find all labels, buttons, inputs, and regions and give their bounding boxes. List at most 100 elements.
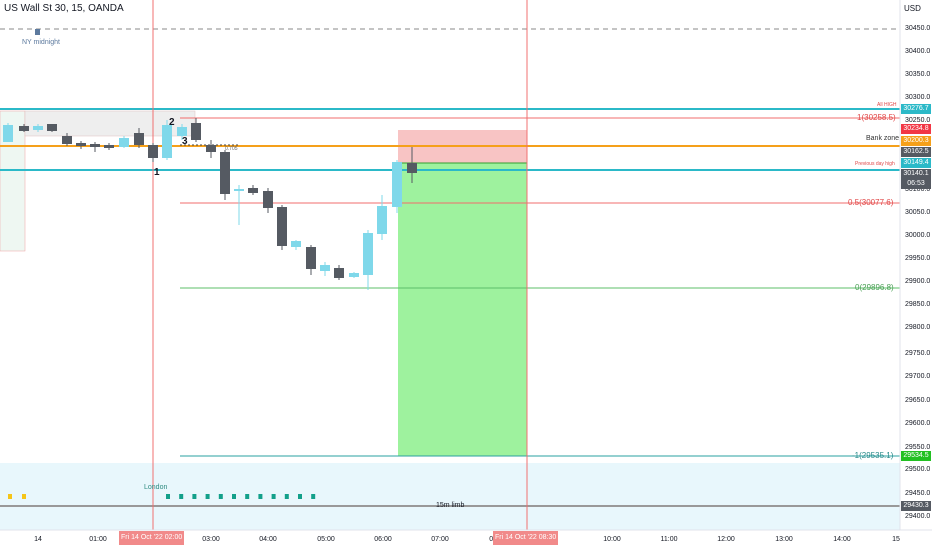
swing-point-3: 3 xyxy=(182,136,188,147)
currency-label: USD xyxy=(904,4,921,13)
london-session-marker xyxy=(284,494,289,499)
london-session-marker xyxy=(245,494,250,499)
candle-body xyxy=(263,191,273,208)
candle-body xyxy=(47,124,57,131)
candle-body xyxy=(90,144,100,147)
ath-price-badge: 30276.7 xyxy=(901,104,931,114)
price-tick: 30350.0 xyxy=(905,71,931,78)
time-tick: 14:00 xyxy=(833,536,851,543)
countdown-badge: 06:53 xyxy=(901,179,931,189)
fib-neg1-price-badge: 29534.5 xyxy=(901,451,931,461)
asia-session-marker xyxy=(8,494,12,499)
time-tick: 13:00 xyxy=(775,536,793,543)
price-tick: 29750.0 xyxy=(905,350,931,357)
ny-midnight-marker xyxy=(35,29,40,35)
candle-body xyxy=(220,152,230,194)
price-tick: 29600.0 xyxy=(905,420,931,427)
candle-body xyxy=(19,126,29,131)
london-session-marker xyxy=(205,494,210,499)
time-tick: 03:00 xyxy=(202,536,220,543)
time-tick: 06:00 xyxy=(374,536,392,543)
session-markers xyxy=(8,494,316,499)
price-tick: 29800.0 xyxy=(905,324,931,331)
time-tick: 11:00 xyxy=(660,536,678,543)
london-session-marker xyxy=(232,494,236,499)
candles xyxy=(3,118,417,290)
london-session-marker xyxy=(166,494,170,499)
fib1-price-badge: 30234.8 xyxy=(901,124,931,134)
fib05-label: 0.5(30077.6) xyxy=(848,198,894,207)
time-tick: 14 xyxy=(34,536,42,543)
candle-body xyxy=(148,145,158,158)
candle-body xyxy=(119,138,129,147)
limb-price-badge: 29430.3 xyxy=(901,501,931,511)
london-session-marker xyxy=(218,494,223,499)
swing-point-2: 2 xyxy=(169,117,175,128)
take-profit-zone xyxy=(398,163,527,456)
london-session-marker xyxy=(258,494,263,499)
price-tick: 30100.0 xyxy=(905,186,931,193)
time-tick: 07:00 xyxy=(431,536,449,543)
price-tick: 29900.0 xyxy=(905,278,931,285)
candle-body xyxy=(104,145,114,148)
fib1-label: 1(30258.5) xyxy=(857,113,896,122)
time-tick: 01:00 xyxy=(89,536,107,543)
fib0-label: 0(29896.8) xyxy=(855,283,894,292)
candle-body xyxy=(306,247,316,269)
london-session-marker xyxy=(298,494,302,499)
london-session-marker xyxy=(311,494,316,499)
price-tick: 29700.0 xyxy=(905,373,931,380)
price-tick: 30450.0 xyxy=(905,25,931,32)
bank-zone-label: Bank zone xyxy=(866,135,900,142)
small-level-label: 0.705 xyxy=(225,146,238,152)
time-tick: 10:00 xyxy=(603,536,621,543)
candle-body xyxy=(377,206,387,234)
limb-label: 15m limb xyxy=(436,502,465,509)
time-tick: 04:00 xyxy=(259,536,277,543)
fib-neg1-label: -1(29535.1) xyxy=(852,451,894,460)
candle-body xyxy=(162,125,172,158)
candle-body xyxy=(177,127,187,136)
price-tick: 29650.0 xyxy=(905,397,931,404)
time-tick: 12:00 xyxy=(717,536,735,543)
candle-body xyxy=(191,123,201,140)
candle-body xyxy=(134,133,144,145)
london-session-marker xyxy=(271,494,276,499)
london-session-marker xyxy=(179,494,184,499)
ath-label: All HIGH xyxy=(877,102,897,108)
price-tick: 30050.0 xyxy=(905,209,931,216)
price-badge-30162: 30162.5 xyxy=(901,147,931,157)
candle-body xyxy=(248,188,258,193)
london-label: London xyxy=(144,484,168,491)
candle-body xyxy=(62,136,72,144)
candle-body xyxy=(349,273,359,277)
asia-session-marker xyxy=(22,494,26,499)
crosshair-time-badge-left: Fri 14 Oct '22 02:00 xyxy=(119,531,185,545)
price-tick: 30000.0 xyxy=(905,232,931,239)
candle-body xyxy=(234,189,244,191)
previous-day-high-price-badge: 30149.4 xyxy=(901,158,931,168)
swing-point-1: 1 xyxy=(154,167,160,178)
price-tick: 29950.0 xyxy=(905,255,931,262)
candle-body xyxy=(277,207,287,246)
candle-body xyxy=(363,233,373,275)
candle-body xyxy=(3,125,13,142)
time-tick: 05:00 xyxy=(317,536,335,543)
crosshair-time-badge-right: Fri 14 Oct '22 08:30 xyxy=(493,531,559,545)
candle-body xyxy=(392,162,402,207)
candle-body xyxy=(33,126,43,130)
price-tick: 29550.0 xyxy=(905,444,931,451)
london-session-marker xyxy=(192,494,197,499)
candle-body xyxy=(334,268,344,278)
time-tick: 15 xyxy=(892,536,900,543)
candle-body xyxy=(320,265,330,271)
price-tick: 29850.0 xyxy=(905,301,931,308)
candle-body xyxy=(206,145,216,152)
symbol-title[interactable]: US Wall St 30, 15, OANDA xyxy=(4,3,124,14)
last-price-badge: 30140.1 xyxy=(901,169,931,179)
candle-body xyxy=(76,143,86,146)
price-tick: 30400.0 xyxy=(905,48,931,55)
ny-midnight-label: NY midnight xyxy=(22,39,61,46)
